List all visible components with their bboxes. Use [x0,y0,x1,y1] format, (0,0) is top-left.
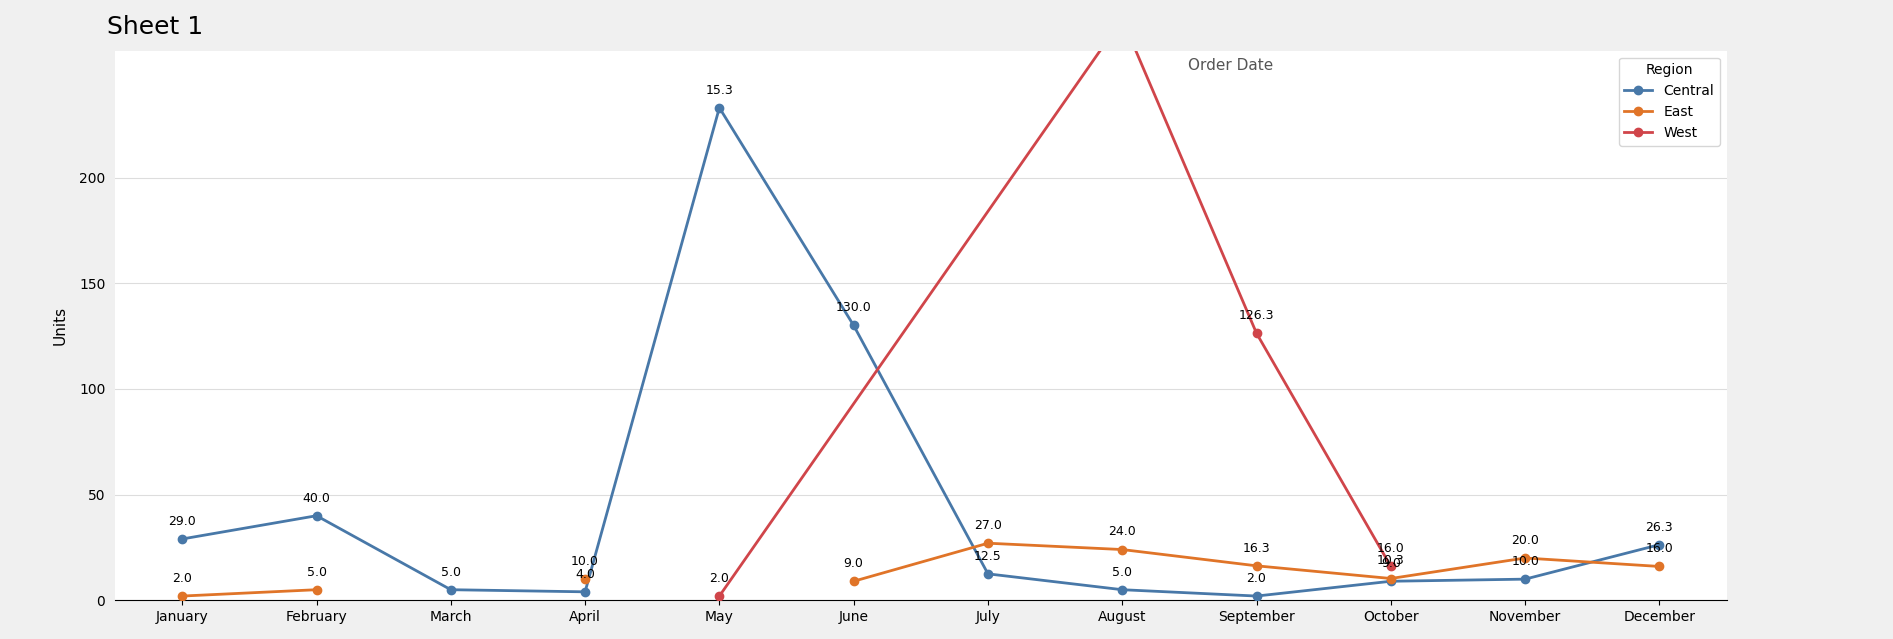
Central [439,586,462,594]
East [1246,562,1268,569]
Text: 5.0: 5.0 [307,566,326,578]
Central [1649,541,1672,548]
Text: 16.0: 16.0 [1645,543,1673,555]
East [977,539,1000,547]
Text: 2.0: 2.0 [1247,572,1266,585]
Text: 16.0: 16.0 [1376,543,1405,555]
Text: 12.5: 12.5 [975,550,1001,563]
Text: 10.0: 10.0 [1511,555,1539,568]
West [1380,562,1403,570]
Text: 10.3: 10.3 [1376,555,1405,567]
East [170,592,193,600]
Text: 16.3: 16.3 [1242,542,1270,555]
Line: West: West [716,15,1395,600]
East [842,578,865,585]
Text: 2.0: 2.0 [710,572,729,585]
Y-axis label: Units: Units [53,306,68,345]
Central [170,535,193,543]
Text: 27.0: 27.0 [975,519,1001,532]
Text: 29.0: 29.0 [168,515,197,528]
Legend: Central, East, West: Central, East, West [1619,58,1719,146]
West [1111,15,1134,23]
Central [1514,575,1537,583]
Text: 130.0: 130.0 [837,302,871,314]
Central [305,512,327,520]
Text: 15.3: 15.3 [706,84,733,96]
Text: 5.0: 5.0 [1113,566,1132,578]
Text: 5.0: 5.0 [441,566,460,578]
East [574,575,596,583]
Central [977,570,1000,578]
Central [1111,586,1134,594]
Text: 26.3: 26.3 [1645,521,1673,534]
Central [842,321,865,329]
East [305,586,327,594]
West [1246,330,1268,337]
Central [574,588,596,596]
East [1649,562,1672,570]
East [1111,546,1134,553]
West [708,592,731,600]
Line: Central: Central [178,104,1664,600]
Text: 4.0: 4.0 [575,567,594,581]
Text: 9.0: 9.0 [844,557,863,570]
Text: 2.0: 2.0 [172,572,193,585]
Text: Order Date: Order Date [1187,58,1274,73]
Central [1246,592,1268,600]
Text: 40.0: 40.0 [303,491,331,505]
Central [708,104,731,112]
East [1380,574,1403,582]
Central [1380,578,1403,585]
Text: 126.3: 126.3 [1238,309,1274,322]
Text: 10.0: 10.0 [572,555,598,568]
Text: 24.0: 24.0 [1109,525,1136,539]
East [1514,554,1537,562]
Line: East: East [178,539,1664,600]
Text: Sheet 1: Sheet 1 [108,15,203,39]
Text: 20.0: 20.0 [1511,534,1539,547]
Text: 9.0: 9.0 [1380,557,1401,570]
